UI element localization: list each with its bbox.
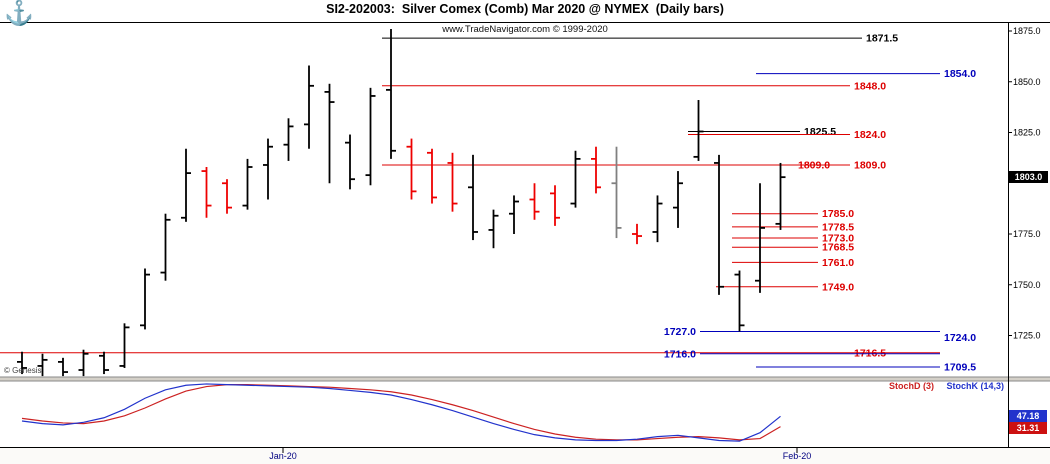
stoch-k-value-box: 47.18 xyxy=(1009,410,1047,422)
chart-watermark: www.TradeNavigator.com © 1999-2020 xyxy=(442,24,608,35)
stoch-d-value-box: 31.31 xyxy=(1009,422,1047,434)
price-level-label: 1785.0 xyxy=(822,208,854,220)
price-level-label: 1871.5 xyxy=(866,33,898,45)
price-level-label: 1809.0 xyxy=(854,159,886,171)
price-level-label: 1854.0 xyxy=(944,68,976,80)
price-level-label: 1773.0 xyxy=(822,233,854,245)
price-level-label: 1848.0 xyxy=(854,80,886,92)
price-axis-label: 1875.0 xyxy=(1013,26,1041,36)
price-level-label: 1749.0 xyxy=(822,281,854,293)
price-level-label: 1825.5 xyxy=(804,126,836,138)
genesis-anchor-logo-icon: ⚓ xyxy=(4,0,34,27)
price-axis-label: 1825.0 xyxy=(1013,128,1041,138)
stoch-d-legend-label: StochD (3) xyxy=(888,381,934,391)
date-axis-label: Jan-20 xyxy=(269,451,297,461)
price-level-label: 1716.0 xyxy=(664,348,696,360)
price-level-label: 1809.0 xyxy=(798,159,830,171)
stoch-legend: StochD (3) StochK (14,3) xyxy=(889,381,1004,391)
price-level-label: 1768.5 xyxy=(822,242,854,254)
price-level-label: 1709.5 xyxy=(944,361,976,373)
price-level-label: 1727.0 xyxy=(664,326,696,338)
stoch-k-line xyxy=(21,383,781,442)
current-price-box: 1803.0 xyxy=(1009,171,1048,183)
price-axis-label: 1750.0 xyxy=(1013,280,1041,290)
panel-splitter[interactable] xyxy=(0,377,1050,381)
price-level-label: 1716.5 xyxy=(854,347,886,359)
stoch-d-line xyxy=(21,384,781,441)
stoch-k-legend-label: StochK (14,3) xyxy=(946,381,1004,391)
genesis-copyright: © Genesis xyxy=(4,366,42,375)
price-axis-label: 1725.0 xyxy=(1013,331,1041,341)
chart-title: SI2-202003: Silver Comex (Comb) Mar 2020… xyxy=(326,2,724,16)
price-level-label: 1761.0 xyxy=(822,257,854,269)
date-axis-label: Feb-20 xyxy=(782,451,812,461)
price-axis-label: 1775.0 xyxy=(1013,229,1041,239)
date-axis: Jan-20 Feb-20 xyxy=(0,448,1050,464)
price-axis-label: 1850.0 xyxy=(1013,77,1041,87)
price-level-label: 1824.0 xyxy=(854,129,886,141)
price-level-label: 1778.5 xyxy=(822,221,854,233)
price-level-label: 1724.0 xyxy=(944,332,976,344)
